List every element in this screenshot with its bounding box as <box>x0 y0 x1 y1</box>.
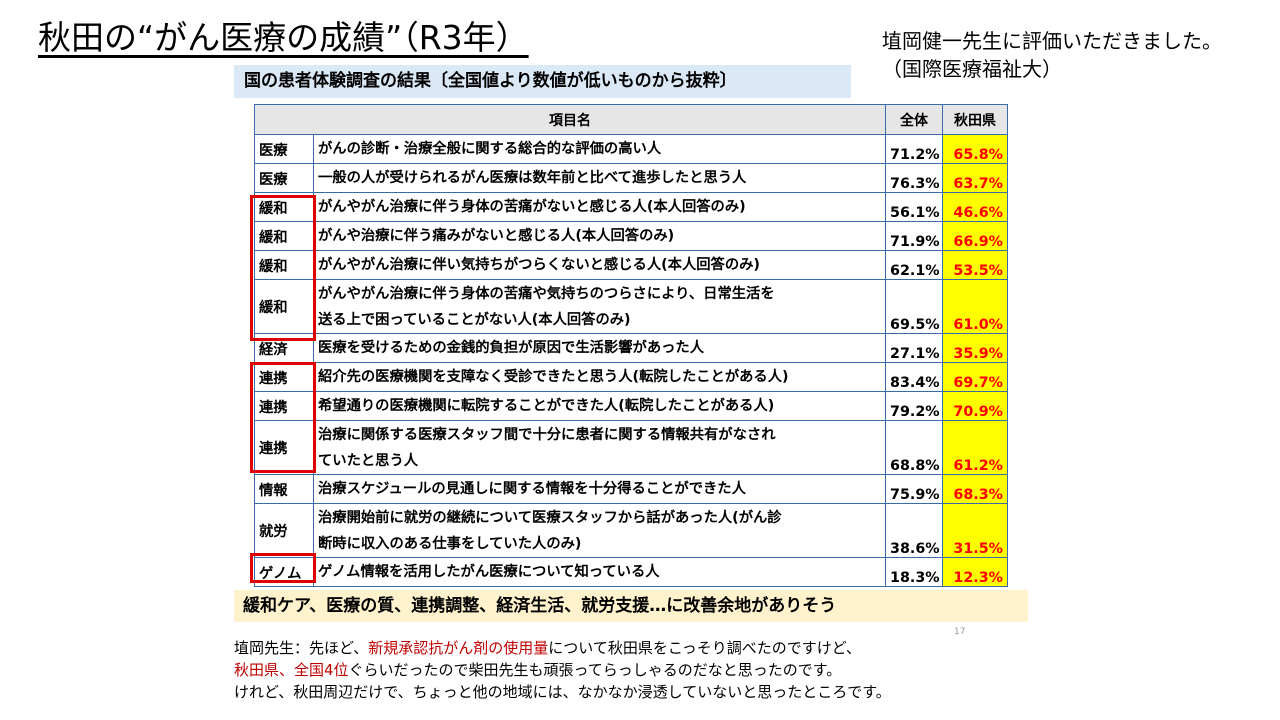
highlight-box-renkei <box>250 362 316 473</box>
row-item-line-1: 治療開始前に就労の継続について医療スタッフから話があった人(がん診 <box>318 509 782 526</box>
row-pref: 31.5% <box>942 503 1008 558</box>
row-total: 75.9% <box>885 474 943 504</box>
note-emphasis: 秋田県、全国4位 <box>234 661 349 679</box>
speaker-note: 埴岡先生：先ほど、新規承認抗がん剤の使用量について秋田県をこっそり調べたのですけ… <box>234 637 891 703</box>
table-row: 情報 治療スケジュールの見通しに関する情報を十分得ることができた人 75.9% … <box>254 474 1008 504</box>
row-item-line-2: 送る上で困っていることがない人(本人回答のみ) <box>318 311 631 328</box>
note-text: 埴岡先生：先ほど、 <box>234 639 369 657</box>
row-total: 62.1% <box>885 250 943 280</box>
row-item-line-2: ていたと思う人 <box>318 452 419 469</box>
page-number: 17 <box>954 627 966 637</box>
table-row: 緩和 がんや治療に伴う痛みがないと感じる人(本人回答のみ) 71.9% 66.9… <box>254 221 1008 251</box>
row-item: がんやがん治療に伴う身体の苦痛がないと感じる人(本人回答のみ) <box>313 192 886 222</box>
row-pref: 61.2% <box>942 420 1008 475</box>
table-row: ゲノム ゲノム情報を活用したがん医療について知っている人 18.3% 12.3% <box>254 557 1008 587</box>
row-item: 治療に関係する医療スタッフ間で十分に患者に関する情報共有がなされ ていたと思う人 <box>313 420 886 475</box>
row-category: 医療 <box>254 134 314 164</box>
header-total: 全体 <box>885 104 943 135</box>
row-item: がんの診断・治療全般に関する総合的な評価の高い人 <box>313 134 886 164</box>
row-item: 治療スケジュールの見通しに関する情報を十分得ることができた人 <box>313 474 886 504</box>
row-pref: 63.7% <box>942 163 1008 193</box>
note-line-2: 秋田県、全国4位ぐらいだったので柴田先生も頑張ってらっしゃるのだなと思ったのです… <box>234 659 891 681</box>
row-item: ゲノム情報を活用したがん医療について知っている人 <box>313 557 886 587</box>
table-row: 医療 がんの診断・治療全般に関する総合的な評価の高い人 71.2% 65.8% <box>254 134 1008 164</box>
credit-line-2: （国際医療福祉大） <box>882 57 1062 81</box>
row-item: 治療開始前に就労の継続について医療スタッフから話があった人(がん診 断時に収入の… <box>313 503 886 558</box>
row-item: 希望通りの医療機関に転院することができた人(転院したことがある人) <box>313 391 886 421</box>
row-pref: 53.5% <box>942 250 1008 280</box>
survey-table: 項目名 全体 秋田県 医療 がんの診断・治療全般に関する総合的な評価の高い人 7… <box>254 104 1008 587</box>
row-total: 71.2% <box>885 134 943 164</box>
note-line-3: けれど、秋田周辺だけで、ちょっと他の地域には、なかなか浸透していないと思ったとこ… <box>234 683 891 701</box>
row-pref: 66.9% <box>942 221 1008 251</box>
row-pref: 35.9% <box>942 333 1008 363</box>
row-item: がんや治療に伴う痛みがないと感じる人(本人回答のみ) <box>313 221 886 251</box>
row-pref: 12.3% <box>942 557 1008 587</box>
row-category: 情報 <box>254 474 314 504</box>
row-pref: 68.3% <box>942 474 1008 504</box>
table-row: 緩和 がんやがん治療に伴う身体の苦痛がないと感じる人(本人回答のみ) 56.1%… <box>254 192 1008 222</box>
highlight-box-kanwa <box>250 195 316 341</box>
header-pref: 秋田県 <box>942 104 1008 135</box>
row-total: 76.3% <box>885 163 943 193</box>
row-total: 83.4% <box>885 362 943 392</box>
row-item: 紹介先の医療機関を支障なく受診できたと思う人(転院したことがある人) <box>313 362 886 392</box>
row-total: 56.1% <box>885 192 943 222</box>
row-total: 69.5% <box>885 279 943 334</box>
row-pref: 61.0% <box>942 279 1008 334</box>
table-row: 就労 治療開始前に就労の継続について医療スタッフから話があった人(がん診 断時に… <box>254 503 1008 558</box>
header-item: 項目名 <box>254 104 886 135</box>
table-row: 経済 医療を受けるための金銭的負担が原因で生活影響があった人 27.1% 35.… <box>254 333 1008 363</box>
row-item-line-1: 治療に関係する医療スタッフ間で十分に患者に関する情報共有がなされ <box>318 426 776 443</box>
row-total: 27.1% <box>885 333 943 363</box>
row-pref: 69.7% <box>942 362 1008 392</box>
row-pref: 46.6% <box>942 192 1008 222</box>
slide-title: 秋田の“がん医療の成績”（R3年） <box>38 18 529 57</box>
credit-note: 埴岡健一先生に評価いただきました。 （国際医療福祉大） <box>882 27 1222 83</box>
note-emphasis: 新規承認抗がん剤の使用量 <box>368 639 549 657</box>
row-pref: 70.9% <box>942 391 1008 421</box>
table-header-row: 項目名 全体 秋田県 <box>254 104 1008 135</box>
row-item: がんやがん治療に伴う身体の苦痛や気持ちのつらさにより、日常生活を 送る上で困って… <box>313 279 886 334</box>
row-item-line-1: がんやがん治療に伴う身体の苦痛や気持ちのつらさにより、日常生活を <box>318 285 775 302</box>
table-row: 連携 治療に関係する医療スタッフ間で十分に患者に関する情報共有がなされ ていたと… <box>254 420 1008 475</box>
row-item-line-2: 断時に収入のある仕事をしていた人のみ) <box>318 535 582 552</box>
table-row: 連携 希望通りの医療機関に転院することができた人(転院したことがある人) 79.… <box>254 391 1008 421</box>
note-text: について秋田県をこっそり調べたのですけど、 <box>548 639 862 657</box>
table-row: 連携 紹介先の医療機関を支障なく受診できたと思う人(転院したことがある人) 83… <box>254 362 1008 392</box>
row-total: 79.2% <box>885 391 943 421</box>
panel-header: 国の患者体験調査の結果〔全国値より数値が低いものから抜粋〕 <box>234 65 851 98</box>
row-category: 就労 <box>254 503 314 558</box>
row-pref: 65.8% <box>942 134 1008 164</box>
row-category: 連携 <box>254 391 314 421</box>
row-category: 緩和 <box>254 221 314 251</box>
row-item: 一般の人が受けられるがん医療は数年前と比べて進歩したと思う人 <box>313 163 886 193</box>
table-row: 医療 一般の人が受けられるがん医療は数年前と比べて進歩したと思う人 76.3% … <box>254 163 1008 193</box>
row-category: 連携 <box>254 420 314 475</box>
row-total: 68.8% <box>885 420 943 475</box>
row-item: 医療を受けるための金銭的負担が原因で生活影響があった人 <box>313 333 886 363</box>
row-category: 緩和 <box>254 279 314 334</box>
row-item: がんやがん治療に伴い気持ちがつらくないと感じる人(本人回答のみ) <box>313 250 886 280</box>
row-total: 71.9% <box>885 221 943 251</box>
credit-line-1: 埴岡健一先生に評価いただきました。 <box>882 29 1222 53</box>
row-category: 医療 <box>254 163 314 193</box>
row-total: 38.6% <box>885 503 943 558</box>
conclusion-banner: 緩和ケア、医療の質、連携調整、経済生活、就労支援…に改善余地がありそう <box>234 590 1028 622</box>
note-text: ぐらいだったので柴田先生も頑張ってらっしゃるのだなと思ったのです。 <box>348 661 842 679</box>
table-row: 緩和 がんやがん治療に伴う身体の苦痛や気持ちのつらさにより、日常生活を 送る上で… <box>254 279 1008 334</box>
highlight-box-genome <box>250 553 316 583</box>
table-row: 緩和 がんやがん治療に伴い気持ちがつらくないと感じる人(本人回答のみ) 62.1… <box>254 250 1008 280</box>
row-total: 18.3% <box>885 557 943 587</box>
note-line-1: 埴岡先生：先ほど、新規承認抗がん剤の使用量について秋田県をこっそり調べたのですけ… <box>234 637 891 659</box>
